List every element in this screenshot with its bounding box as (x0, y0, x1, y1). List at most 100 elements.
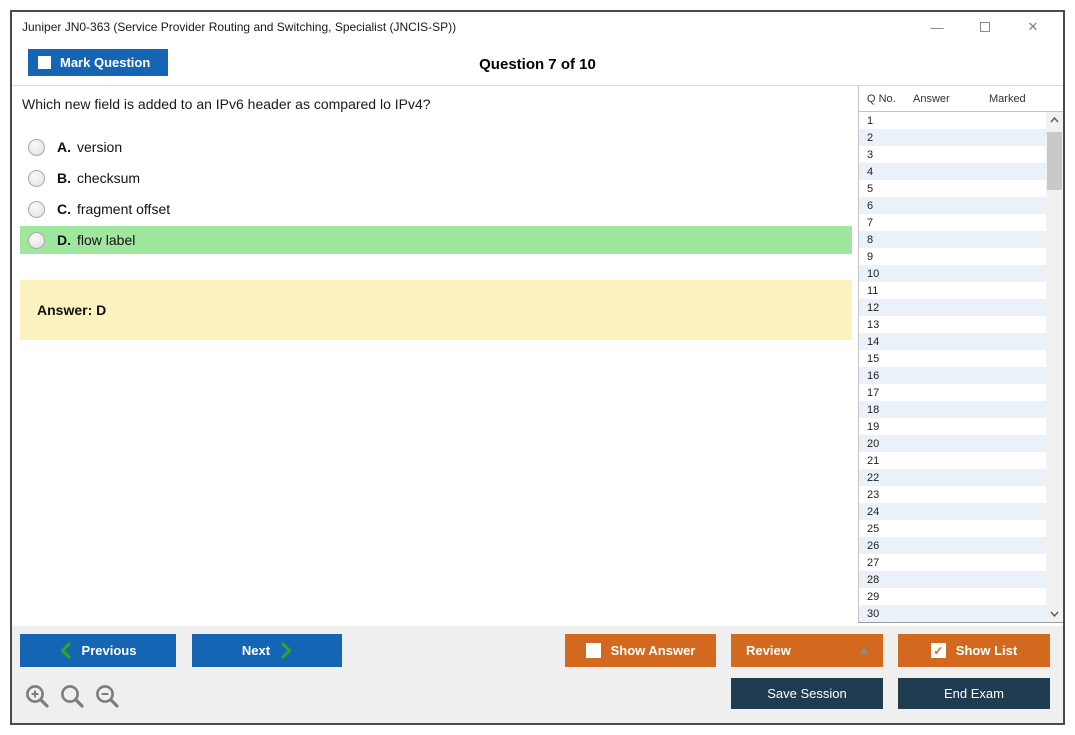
scrollbar-thumb[interactable] (1047, 132, 1062, 190)
window-title: Juniper JN0-363 (Service Provider Routin… (22, 20, 457, 34)
show-answer-button[interactable]: Show Answer (565, 634, 716, 667)
option-d-highlighted[interactable]: D. flow label (20, 226, 852, 254)
question-number-cell: 28 (867, 573, 880, 586)
question-list-row[interactable]: 15 (859, 350, 1046, 367)
question-list-row[interactable]: 1 (859, 112, 1046, 129)
question-list-row[interactable]: 26 (859, 537, 1046, 554)
close-button[interactable]: ✕ (1009, 12, 1057, 42)
question-list-row[interactable]: 5 (859, 180, 1046, 197)
question-number-cell: 15 (867, 352, 880, 365)
question-list-row[interactable]: 29 (859, 588, 1046, 605)
show-list-button[interactable]: ✓ Show List (898, 634, 1050, 667)
question-number-cell: 22 (867, 471, 880, 484)
option-letter: B. (57, 170, 71, 186)
zoom-reset-icon[interactable] (59, 683, 85, 709)
question-list-row[interactable]: 28 (859, 571, 1046, 588)
question-number-cell: 21 (867, 454, 880, 467)
end-exam-button[interactable]: End Exam (898, 678, 1050, 709)
question-list-row[interactable]: 23 (859, 486, 1046, 503)
radio-button-icon[interactable] (28, 138, 45, 156)
question-list-row[interactable]: 27 (859, 554, 1046, 571)
question-number-cell: 9 (867, 250, 874, 263)
question-counter: Question 7 of 10 (479, 55, 596, 73)
chevron-up-icon (1050, 117, 1059, 123)
show-answer-checkbox-icon (585, 643, 601, 658)
checkmark-icon: ✓ (933, 643, 944, 658)
question-list-row[interactable]: 9 (859, 248, 1046, 265)
question-number-cell: 16 (867, 369, 880, 382)
radio-button-icon[interactable] (28, 169, 45, 187)
question-number-cell: 14 (867, 335, 880, 348)
question-list-row[interactable]: 8 (859, 231, 1046, 248)
option-letter: C. (57, 201, 71, 217)
radio-button-icon[interactable] (28, 200, 45, 218)
question-number-cell: 17 (867, 386, 880, 399)
scroll-down-button[interactable] (1046, 606, 1063, 622)
scroll-up-button[interactable] (1046, 112, 1063, 128)
column-header-marked: Marked (989, 92, 1026, 105)
maximize-button[interactable] (961, 12, 1009, 42)
question-number-cell: 6 (867, 199, 874, 212)
next-button[interactable]: Next (192, 634, 342, 667)
question-list-row[interactable]: 30 (859, 605, 1046, 622)
zoom-in-icon[interactable] (24, 683, 50, 709)
question-list-row[interactable]: 12 (859, 299, 1046, 316)
exam-window: Juniper JN0-363 (Service Provider Routin… (10, 10, 1065, 725)
maximize-icon (980, 22, 990, 32)
option-label: flow label (77, 232, 136, 248)
radio-button-icon[interactable] (28, 231, 45, 249)
question-list-row[interactable]: 16 (859, 367, 1046, 384)
question-list-row[interactable]: 19 (859, 418, 1046, 435)
question-list-scrollbar[interactable] (1046, 112, 1063, 622)
titlebar: Juniper JN0-363 (Service Provider Routin… (12, 12, 1063, 42)
zoom-out-icon[interactable] (94, 683, 120, 709)
question-list-row[interactable]: 7 (859, 214, 1046, 231)
question-number-cell: 20 (867, 437, 880, 450)
review-dropdown-button[interactable]: Review (731, 634, 883, 667)
question-list-row[interactable]: 14 (859, 333, 1046, 350)
option-b[interactable]: B. checksum (20, 164, 852, 192)
question-list-row[interactable]: 25 (859, 520, 1046, 537)
question-list-row[interactable]: 3 (859, 146, 1046, 163)
header: Mark Question Question 7 of 10 (12, 42, 1063, 86)
save-session-label: Save Session (767, 686, 847, 701)
question-list-row[interactable]: 13 (859, 316, 1046, 333)
question-number-cell: 1 (867, 114, 874, 127)
question-list-row[interactable]: 10 (859, 265, 1046, 282)
option-c[interactable]: C. fragment offset (20, 195, 852, 223)
question-list-row[interactable]: 24 (859, 503, 1046, 520)
minimize-button[interactable]: — (913, 12, 961, 42)
footer-toolbar: Previous Next Show Answer Review ✓ Show … (12, 626, 1063, 723)
question-number-cell: 25 (867, 522, 880, 535)
question-number-cell: 18 (867, 403, 880, 416)
question-number-cell: 19 (867, 420, 880, 433)
question-number-cell: 30 (867, 607, 880, 620)
question-list-row[interactable]: 18 (859, 401, 1046, 418)
answer-box: Answer: D (20, 280, 852, 340)
question-list-row[interactable]: 17 (859, 384, 1046, 401)
question-list-row[interactable]: 20 (859, 435, 1046, 452)
mark-question-button[interactable]: Mark Question (28, 49, 168, 76)
column-header-answer: Answer (913, 92, 950, 105)
question-list-row[interactable]: 6 (859, 197, 1046, 214)
previous-button[interactable]: Previous (20, 634, 176, 667)
question-list-row[interactable]: 11 (859, 282, 1046, 299)
review-label: Review (746, 643, 791, 658)
question-list-row[interactable]: 2 (859, 129, 1046, 146)
option-label: checksum (77, 170, 141, 186)
chevron-right-icon (281, 642, 292, 659)
question-list-row[interactable]: 22 (859, 469, 1046, 486)
column-header-qno: Q No. (867, 92, 896, 105)
dropdown-arrow-icon (859, 647, 869, 654)
option-a[interactable]: A. version (20, 133, 852, 161)
save-session-button[interactable]: Save Session (731, 678, 883, 709)
question-number-cell: 13 (867, 318, 880, 331)
question-number-cell: 24 (867, 505, 880, 518)
question-list-row[interactable]: 21 (859, 452, 1046, 469)
question-list-row[interactable]: 4 (859, 163, 1046, 180)
question-number-cell: 26 (867, 539, 880, 552)
chevron-down-icon (1050, 611, 1059, 617)
option-letter: A. (57, 139, 71, 155)
window-controls: — ✕ (913, 12, 1057, 42)
mark-question-label: Mark Question (60, 55, 151, 70)
